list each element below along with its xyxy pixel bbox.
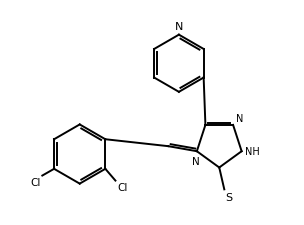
Text: S: S [225,192,233,202]
Text: Cl: Cl [30,178,41,187]
Text: N: N [192,156,200,166]
Text: Cl: Cl [117,182,127,192]
Text: N: N [175,22,183,32]
Text: N: N [236,114,243,124]
Text: NH: NH [245,146,260,157]
